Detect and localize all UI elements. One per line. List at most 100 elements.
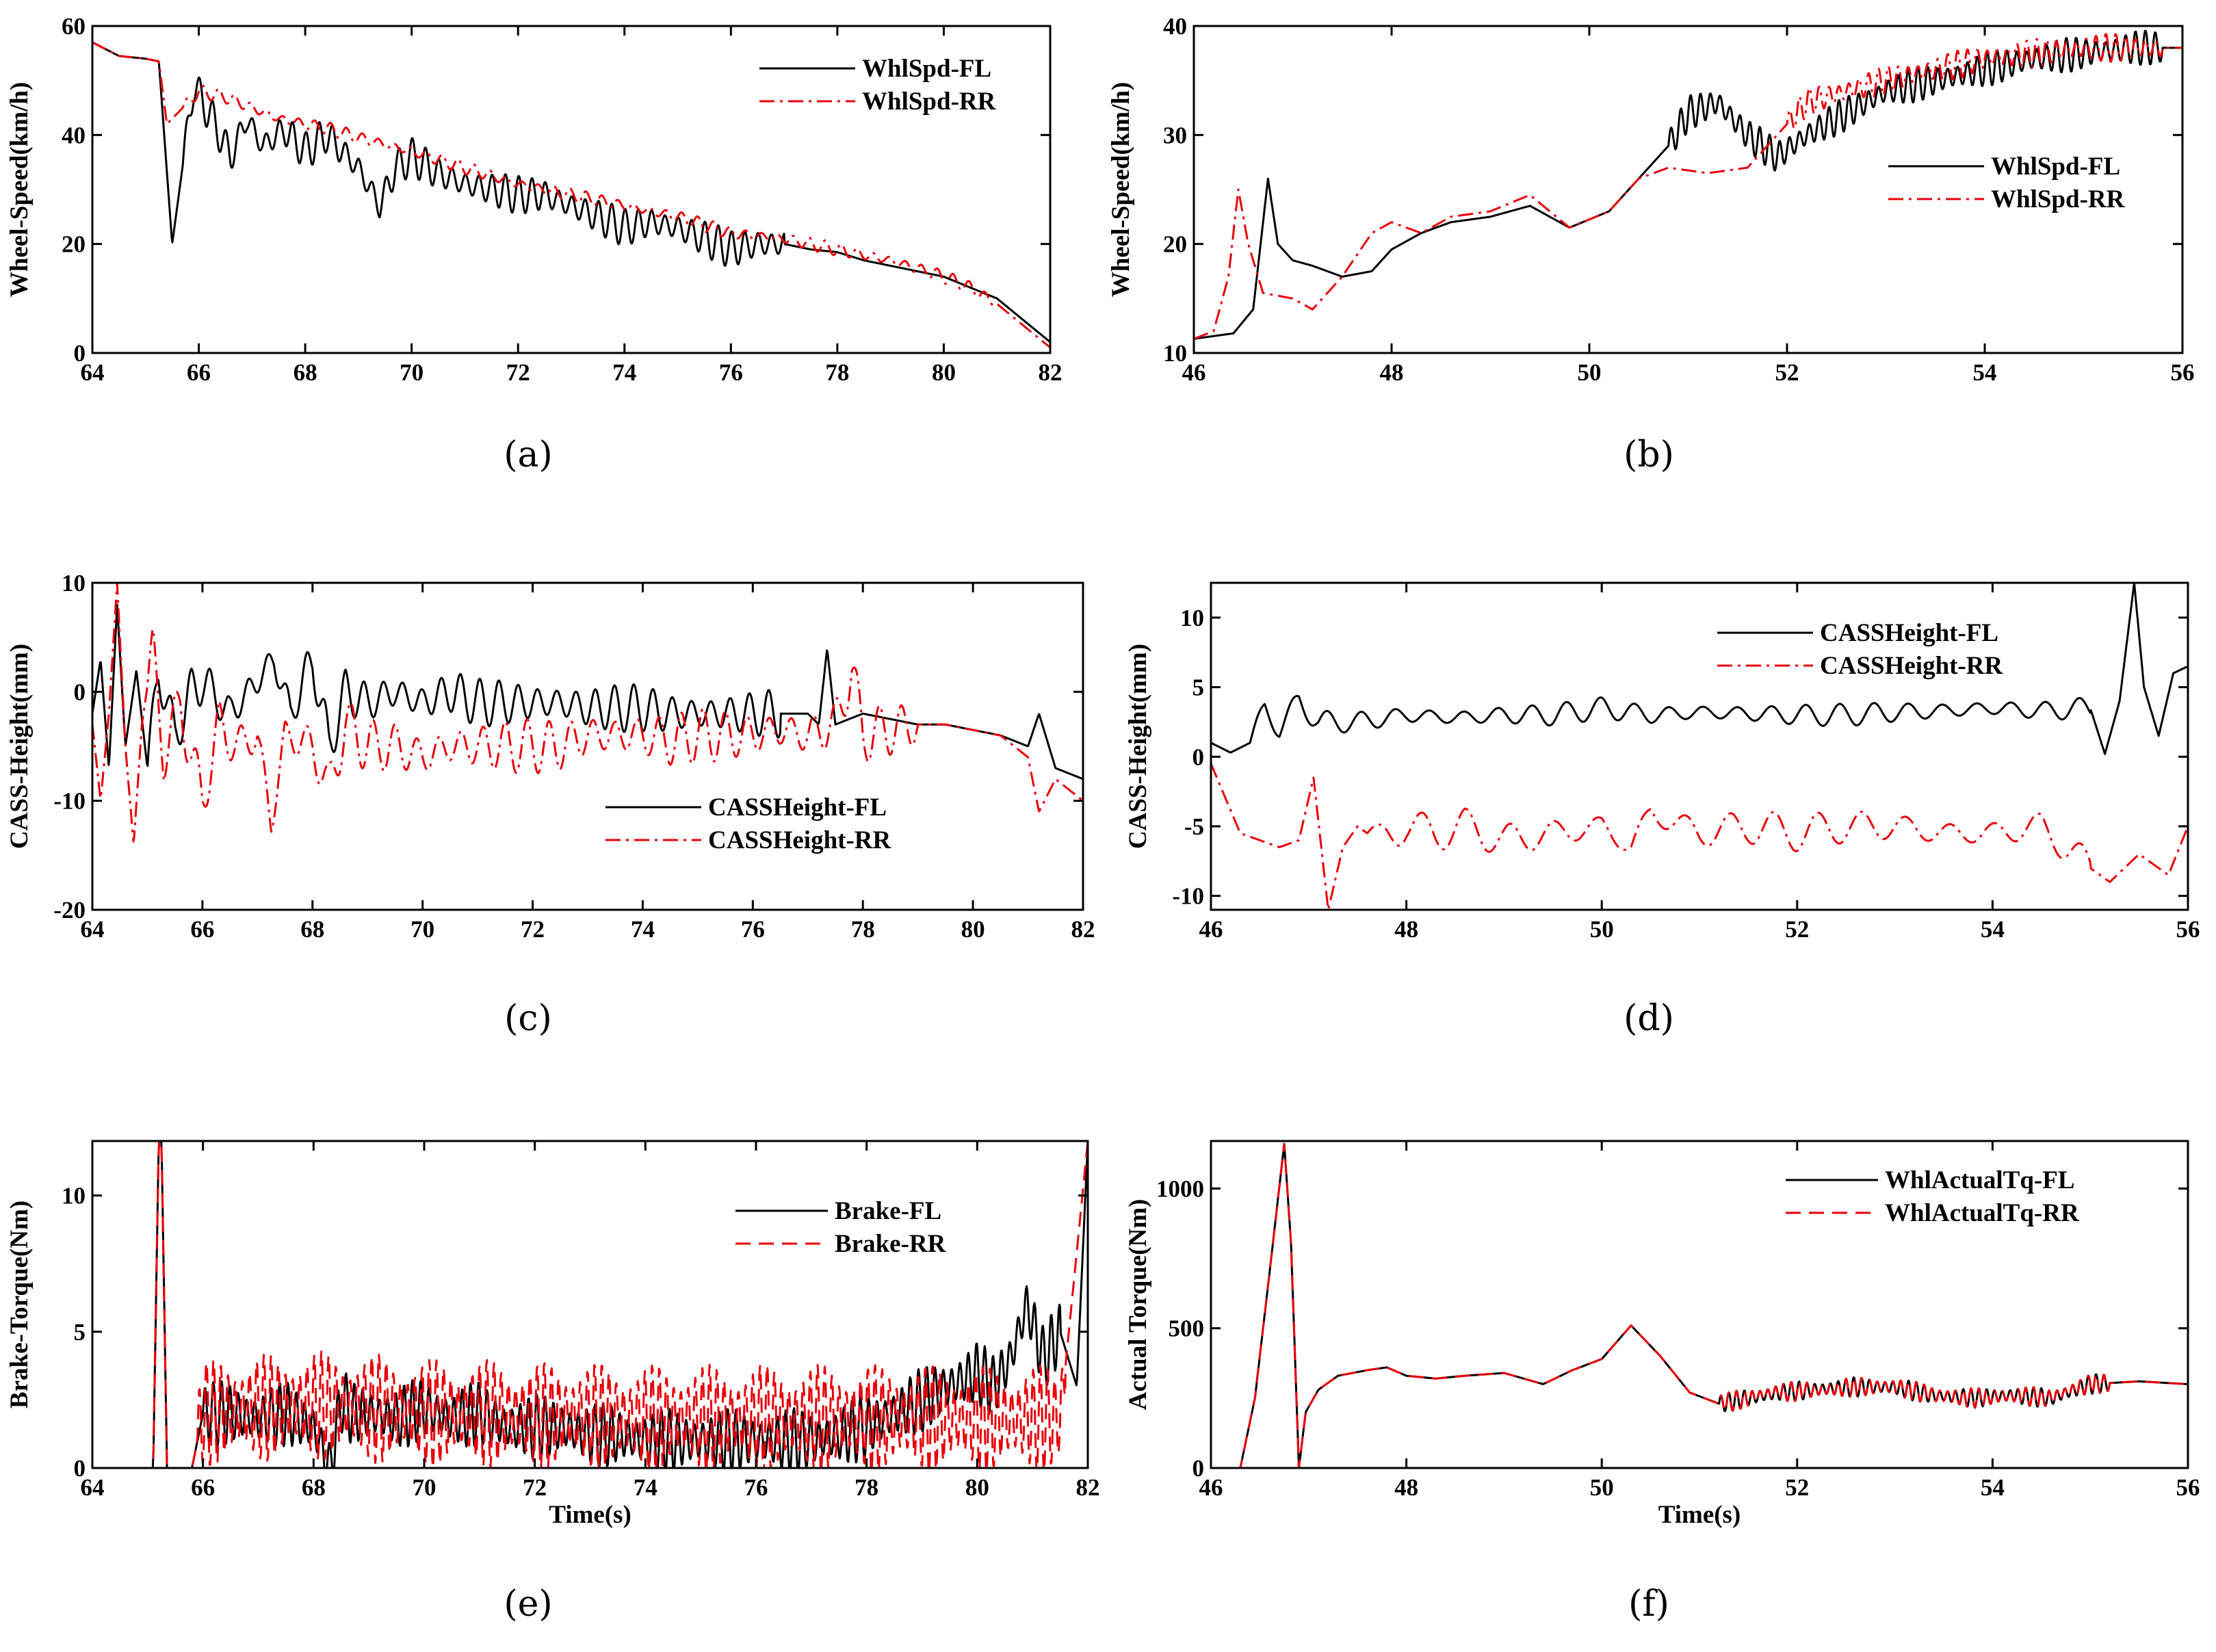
y-axis-label: CASS-Height(mm) (1124, 644, 1152, 849)
x-tick-label: 70 (410, 916, 434, 943)
subfigure-caption: (c) (504, 998, 552, 1039)
subfigure-caption: (f) (1628, 1584, 1669, 1625)
legend-label-rr: WhlSpd-RR (862, 88, 997, 116)
y-tick-label: -5 (1184, 813, 1204, 840)
y-tick-label: 0 (74, 679, 86, 705)
y-tick-label: 1000 (1156, 1175, 1204, 1202)
y-axis-label: Brake-Torque(Nm) (5, 1201, 34, 1408)
x-tick-label: 68 (294, 359, 317, 386)
y-tick-label: 30 (1163, 122, 1187, 148)
x-tick-label: 48 (1394, 916, 1418, 943)
x-tick-label: 64 (81, 359, 105, 386)
y-tick-label: 60 (62, 13, 86, 40)
x-tick-label: 72 (521, 916, 545, 943)
x-tick-label: 68 (302, 1474, 326, 1501)
x-tick-label: 70 (413, 1474, 436, 1501)
legend-label-fl: WhlSpd-FL (862, 55, 991, 83)
plot-frame (1210, 581, 2189, 911)
legend-label-fl: Brake-FL (835, 1197, 941, 1225)
y-tick-label: 40 (1163, 13, 1187, 40)
x-tick-label: 80 (961, 916, 985, 943)
chart-d: 46 48 50 52 54 56 -10 -5 0 5 10 CASS-Height(mm) CASS… (1124, 581, 2200, 1039)
x-tick-label: 70 (400, 359, 423, 386)
y-tick-label: 20 (1163, 231, 1187, 258)
legend-label-fl: CASSHeight-FL (708, 794, 887, 822)
x-tick-label: 82 (1076, 1474, 1100, 1501)
legend: Brake-FL Brake-RR (735, 1197, 947, 1258)
legend: CASSHeight-FL CASSHeight-RR (1717, 619, 2004, 680)
x-tick-label: 66 (187, 359, 211, 386)
series-line-fl (1194, 29, 2182, 340)
x-tick-label: 46 (1199, 916, 1223, 943)
subfigure-caption: (d) (1624, 998, 1674, 1039)
chart-c: 64 66 68 70 72 74 76 78 80 82 -20 -10 0 10 CASS-Height… (5, 570, 1095, 1039)
x-tick-label: 46 (1199, 1474, 1223, 1501)
chart-b: 46 48 50 52 54 56 10 20 30 40 Wheel-Speed(km/h) Whl… (1107, 13, 2195, 475)
x-tick-label: 76 (741, 916, 765, 943)
series-line-fl (92, 41, 1050, 343)
legend: WhlSpd-FL WhlSpd-RR (1888, 153, 2126, 213)
x-tick-label: 50 (1578, 359, 1602, 386)
subfigure-caption: (a) (504, 434, 553, 475)
x-tick-label: 74 (612, 359, 636, 386)
legend-label-rr: CASSHeight-RR (1820, 652, 2004, 680)
y-tick-label: 5 (74, 1319, 86, 1346)
x-tick-label: 64 (81, 916, 105, 943)
x-tick-label: 64 (81, 1474, 105, 1501)
chart-a: 64 66 68 70 72 74 76 78 80 82 0 20 40 60 Wheel-Speed(k… (5, 13, 1063, 475)
x-tick-label: 50 (1590, 1474, 1614, 1501)
x-tick-label: 52 (1785, 1474, 1809, 1501)
subfigure-caption: (b) (1624, 434, 1674, 475)
legend-label-rr: CASSHeight-RR (708, 826, 892, 854)
x-tick-label: 78 (855, 1474, 878, 1501)
series-line-rr (92, 583, 1083, 843)
x-tick-label: 68 (300, 916, 324, 943)
y-tick-label: 500 (1169, 1315, 1205, 1342)
y-axis-label: Wheel-Speed(km/h) (5, 82, 34, 298)
series-line-fl (1211, 583, 2188, 755)
x-tick-label: 54 (1973, 359, 1997, 386)
series-line-rr (92, 41, 1050, 349)
x-tick-label: 74 (634, 1474, 657, 1501)
x-tick-label: 56 (2171, 359, 2195, 386)
series-line-rr (92, 1141, 1088, 1468)
x-tick-label: 76 (744, 1474, 768, 1501)
x-tick-label: 66 (191, 1474, 215, 1501)
y-tick-label: 10 (1163, 340, 1187, 367)
legend-label-rr: WhlActualTq-RR (1885, 1199, 2080, 1227)
legend-label-fl: WhlActualTq-FL (1885, 1166, 2075, 1194)
y-tick-label: 20 (62, 231, 86, 258)
x-tick-label: 56 (2176, 1474, 2200, 1501)
series-line-fl (92, 603, 1083, 781)
y-tick-label: 0 (1192, 1455, 1205, 1482)
plot-frame (91, 25, 1052, 354)
x-tick-label: 66 (190, 916, 214, 943)
x-tick-label: 52 (1775, 359, 1799, 386)
y-tick-label: 10 (62, 1183, 86, 1209)
y-axis-label: CASS-Height(mm) (5, 644, 34, 849)
x-tick-label: 48 (1394, 1474, 1418, 1501)
legend-label-fl: CASSHeight-FL (1820, 619, 1998, 647)
legend: CASSHeight-FL CASSHeight-RR (605, 794, 892, 854)
plot-frame (1210, 1140, 2189, 1469)
x-tick-label: 48 (1380, 359, 1404, 386)
legend: WhlSpd-FL WhlSpd-RR (759, 55, 997, 116)
plot-frame (1192, 25, 2184, 354)
x-tick-label: 82 (1071, 916, 1095, 943)
plot-frame (91, 581, 1084, 911)
y-tick-label: -10 (53, 788, 86, 815)
legend-label-rr: Brake-RR (835, 1230, 947, 1258)
x-tick-label: 56 (2176, 916, 2200, 943)
x-tick-label: 72 (506, 359, 530, 386)
y-tick-label: 10 (62, 570, 86, 596)
y-axis-label: Wheel-Speed(km/h) (1107, 82, 1135, 298)
x-tick-label: 52 (1785, 916, 1809, 943)
series-line-rr (1211, 763, 2188, 910)
series-line-rr (1194, 33, 2182, 340)
legend-label-rr: WhlSpd-RR (1991, 185, 2126, 213)
chart-e: 64 66 68 70 72 74 76 78 80 82 0 5 10 Brake-Torque(Nm)… (5, 1140, 1100, 1625)
x-tick-label: 76 (719, 359, 743, 386)
x-axis-label: Time(s) (549, 1501, 631, 1529)
